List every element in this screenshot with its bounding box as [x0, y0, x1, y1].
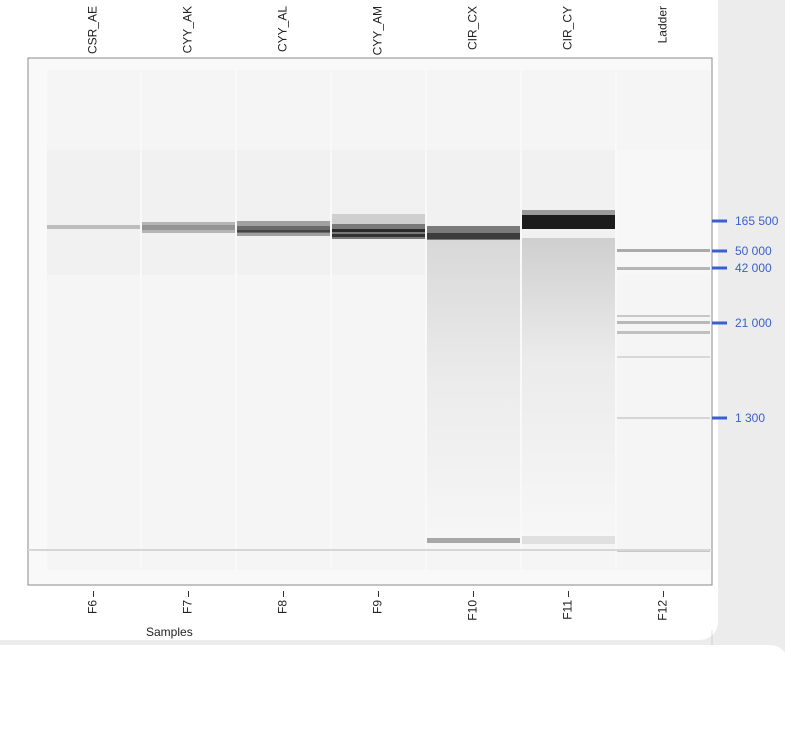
- lane-halo: [142, 150, 235, 275]
- lane-name: CYY_AL: [276, 6, 290, 52]
- smear: [522, 238, 615, 538]
- lane: [237, 70, 330, 570]
- band: [522, 536, 615, 544]
- marker-label: 42 000: [735, 261, 772, 275]
- marker-label: 165 500: [735, 214, 779, 228]
- marker-label: 50 000: [735, 244, 772, 258]
- band: [617, 267, 710, 270]
- well-label: F7: [181, 600, 195, 614]
- band: [332, 234, 425, 237]
- well-label: F10: [466, 600, 480, 621]
- lane: [47, 70, 140, 570]
- lane: [142, 70, 235, 570]
- band: [427, 538, 520, 543]
- band: [47, 225, 140, 229]
- gel-viewer: Samples CSR_AE F6 CYY_AK F7 CYY_AL F8 CYY_AM F9…: [0, 0, 785, 731]
- well-label: F9: [371, 600, 385, 614]
- lane-name: CSR_AE: [86, 6, 100, 54]
- well-label: F12: [656, 600, 670, 621]
- band: [617, 417, 710, 419]
- band: [142, 225, 235, 230]
- band: [617, 315, 710, 317]
- lane-name: CIR_CX: [466, 6, 480, 50]
- band: [332, 214, 425, 224]
- lane-halo: [617, 150, 710, 275]
- lane-halo: [332, 150, 425, 275]
- band: [427, 233, 520, 239]
- lane-name: Ladder: [656, 6, 670, 43]
- well-label: F6: [86, 600, 100, 614]
- band: [617, 249, 710, 252]
- well-label: F8: [276, 600, 290, 614]
- lane-name: CIR_CY: [561, 6, 575, 50]
- band: [332, 229, 425, 232]
- band: [617, 356, 710, 358]
- lane-halo: [237, 150, 330, 275]
- reflection-panel: [0, 645, 785, 731]
- marker-label: 1 300: [735, 411, 765, 425]
- band: [237, 230, 330, 232]
- lane: [617, 70, 710, 570]
- well-label: F11: [561, 600, 575, 620]
- band: [617, 321, 710, 324]
- marker-label: 21 000: [735, 316, 772, 330]
- lane: [332, 70, 425, 570]
- lane-name: CYY_AK: [181, 6, 195, 53]
- band: [617, 331, 710, 334]
- smear: [427, 238, 520, 538]
- lane-halo: [47, 150, 140, 275]
- lanes: [47, 70, 710, 570]
- lane-name: CYY_AM: [371, 6, 385, 55]
- x-axis-label: Samples: [146, 625, 193, 639]
- band: [522, 215, 615, 229]
